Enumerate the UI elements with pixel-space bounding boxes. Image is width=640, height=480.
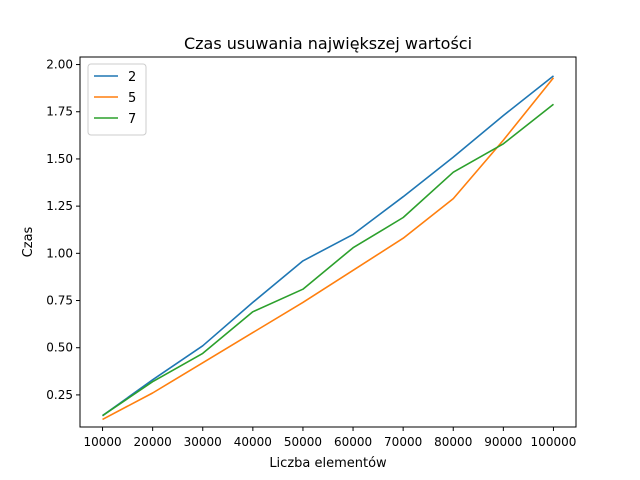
y-tick-label: 0.75: [46, 294, 73, 308]
y-tick-label: 0.25: [46, 388, 73, 402]
y-tick-label: 2.00: [46, 58, 73, 72]
series-line-7: [102, 103, 554, 417]
x-axis-label: Liczba elementów: [269, 456, 387, 471]
x-tick-label: 80000: [434, 435, 472, 449]
y-tick-label: 1.00: [46, 246, 73, 260]
x-tick-label: 50000: [284, 435, 322, 449]
y-axis: 0.25 0.50 0.75 1.00 1.25 1.50 1.75 2.00: [46, 58, 80, 402]
x-tick-label: 90000: [484, 435, 522, 449]
y-tick-label: 1.25: [46, 199, 73, 213]
x-tick-label: 20000: [134, 435, 172, 449]
y-tick-label: 1.50: [46, 152, 73, 166]
legend-label-7: 7: [128, 112, 136, 127]
legend-label-2: 2: [128, 70, 136, 85]
plot-lines: [102, 75, 555, 421]
y-tick-label: 1.75: [46, 105, 73, 119]
series-line-2: [102, 75, 554, 417]
legend: 2 5 7: [87, 63, 147, 136]
x-tick-label: 10000: [83, 435, 121, 449]
plot-frame: [79, 56, 577, 428]
x-tick-label: 70000: [384, 435, 422, 449]
x-axis: 10000 20000 30000 40000 50000 60000 70000 80000…: [83, 427, 576, 449]
chart-title: Czas usuwania największej wartości: [184, 34, 472, 53]
x-tick-label: 30000: [184, 435, 222, 449]
y-axis-label: Czas: [21, 226, 36, 257]
legend-box: [87, 63, 147, 136]
x-tick-label: 100000: [531, 435, 577, 449]
series-line-5: [102, 77, 555, 421]
x-tick-label: 40000: [234, 435, 272, 449]
x-tick-label: 60000: [334, 435, 372, 449]
legend-label-5: 5: [128, 91, 136, 106]
y-tick-label: 0.50: [46, 341, 73, 355]
